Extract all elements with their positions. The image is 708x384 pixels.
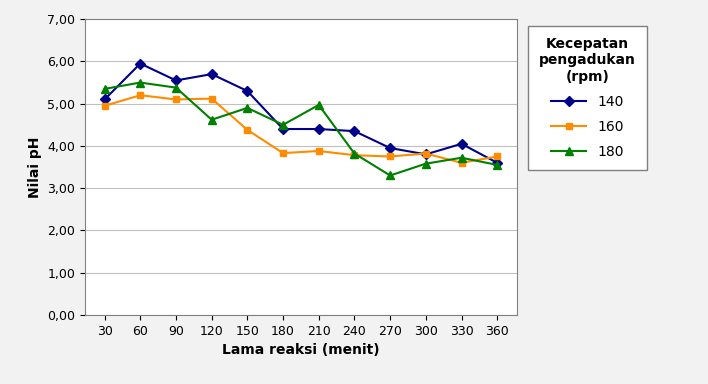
180 — [314, 103, 323, 107]
160 — [243, 127, 251, 132]
X-axis label: Lama reaksi (menit): Lama reaksi (menit) — [222, 343, 379, 357]
140 — [457, 142, 466, 146]
160 — [421, 151, 430, 156]
160 — [314, 149, 323, 153]
180 — [279, 122, 287, 127]
160 — [350, 153, 359, 157]
Y-axis label: Nilai pH: Nilai pH — [28, 136, 42, 198]
140 — [350, 129, 359, 134]
160 — [457, 161, 466, 165]
180 — [421, 161, 430, 166]
140 — [207, 72, 216, 76]
140 — [136, 61, 144, 66]
140 — [421, 152, 430, 157]
160 — [136, 93, 144, 98]
180 — [172, 85, 181, 90]
140 — [279, 127, 287, 131]
Line: 180: 180 — [101, 78, 501, 180]
180 — [243, 106, 251, 110]
140 — [101, 97, 109, 102]
180 — [101, 87, 109, 91]
160 — [493, 154, 501, 159]
140 — [386, 146, 394, 151]
140 — [172, 78, 181, 83]
180 — [350, 151, 359, 156]
180 — [386, 173, 394, 178]
180 — [493, 163, 501, 167]
160 — [207, 96, 216, 101]
Line: 160: 160 — [101, 92, 501, 166]
160 — [386, 154, 394, 159]
140 — [493, 161, 501, 165]
140 — [314, 127, 323, 131]
140 — [243, 89, 251, 93]
160 — [279, 151, 287, 156]
Line: 140: 140 — [101, 60, 501, 166]
160 — [101, 104, 109, 108]
180 — [207, 118, 216, 122]
160 — [172, 97, 181, 102]
180 — [457, 156, 466, 160]
Legend: 140, 160, 180: 140, 160, 180 — [528, 26, 647, 170]
180 — [136, 80, 144, 85]
